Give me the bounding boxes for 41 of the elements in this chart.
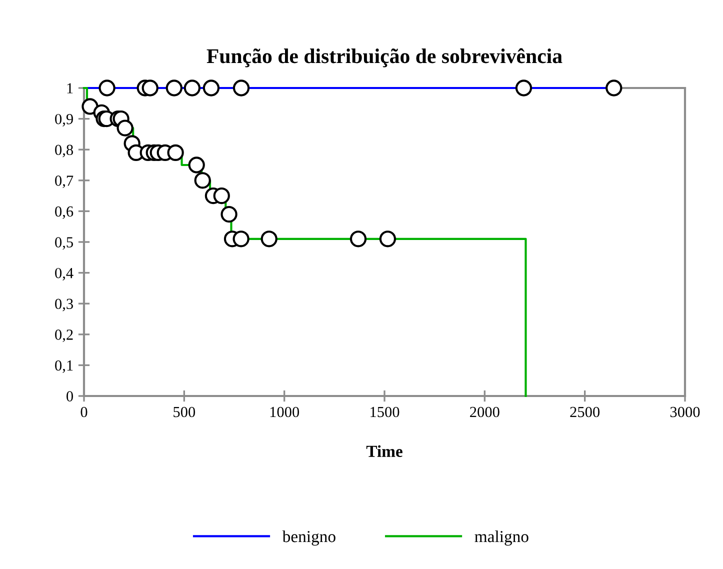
legend-label: maligno [474, 530, 528, 546]
point [98, 80, 116, 96]
y-tick-label: 0,5 [55, 237, 73, 250]
x-tick-label: 2000 [470, 406, 500, 418]
x-tick-label: 0 [80, 406, 88, 418]
point [379, 230, 396, 248]
y-tick-label: 0 [66, 391, 73, 402]
point [184, 80, 201, 96]
y-tick-label: 0,8 [55, 144, 73, 158]
point [232, 80, 250, 96]
x-tick-label: 1500 [370, 406, 400, 418]
y-tick-label: 0,1 [55, 360, 73, 373]
point [232, 230, 250, 248]
point [142, 80, 158, 96]
point [167, 144, 184, 162]
y-tick-label: 0,2 [55, 330, 73, 342]
y-tick-label: 0,6 [55, 206, 74, 219]
point [194, 172, 211, 189]
y-tick-label: 0,9 [55, 114, 73, 126]
point [116, 120, 134, 136]
point [220, 206, 238, 223]
x-tick-label: 1000 [270, 406, 300, 418]
point [606, 80, 622, 96]
x-tick-label: 2500 [570, 406, 600, 418]
point [260, 230, 278, 248]
y-tick-label: 0,4 [55, 268, 74, 280]
y-tick-label: 1 [67, 83, 73, 94]
point [188, 156, 205, 174]
legend-label: benigno [282, 530, 336, 546]
x-tick-label: 3000 [670, 406, 700, 418]
y-tick-label: 0,7 [55, 176, 74, 188]
point [82, 98, 98, 115]
point [350, 230, 367, 248]
point [202, 80, 220, 96]
point [213, 187, 230, 204]
x-tick-label: 500 [174, 406, 196, 418]
point [515, 80, 532, 96]
y-tick-label: 0,3 [55, 298, 73, 312]
chart-title: Função de distribuição de sobrevivência [206, 48, 562, 68]
x-axis-title: Time [366, 445, 402, 457]
point [166, 80, 182, 96]
